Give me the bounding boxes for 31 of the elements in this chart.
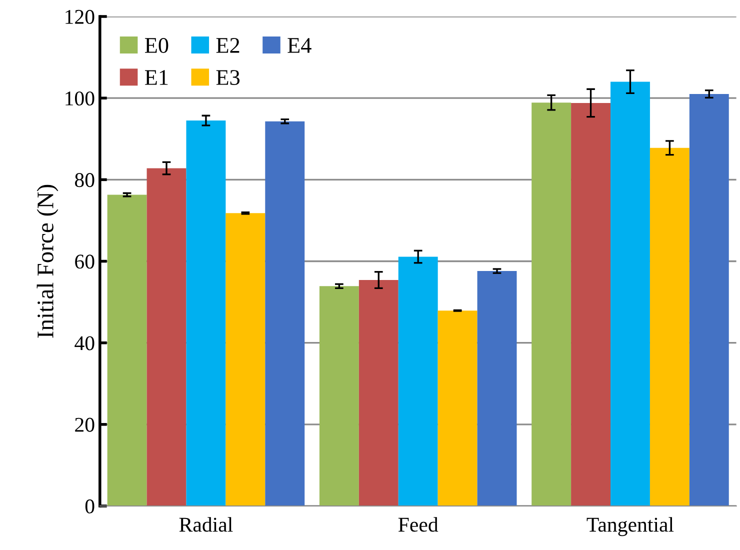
x-tick-label: Radial bbox=[179, 517, 233, 532]
y-tick-label: 20 bbox=[75, 418, 94, 432]
x-tick-label: Tangential bbox=[586, 517, 674, 536]
bar bbox=[186, 120, 226, 506]
legend-label: E2 bbox=[216, 38, 240, 53]
legend-label: E4 bbox=[288, 38, 312, 53]
bar bbox=[146, 168, 186, 506]
bar bbox=[107, 194, 147, 506]
y-tick-label: 40 bbox=[74, 336, 94, 350]
x-tick-label: Feed bbox=[398, 517, 438, 532]
y-tick-label: 100 bbox=[66, 91, 94, 106]
y-tick-label: 0 bbox=[85, 499, 94, 514]
bar bbox=[610, 82, 650, 506]
y-tick-label: 80 bbox=[75, 173, 94, 188]
y-axis-title: Initial Force (N) bbox=[36, 184, 58, 338]
bar bbox=[265, 121, 305, 506]
bar bbox=[398, 256, 438, 506]
y-tick-label: 60 bbox=[75, 254, 94, 269]
bar bbox=[319, 286, 359, 506]
bar bbox=[477, 271, 517, 506]
bar bbox=[689, 94, 729, 506]
legend-label: E0 bbox=[144, 38, 168, 53]
bar bbox=[532, 102, 572, 506]
bar bbox=[358, 280, 398, 506]
bar bbox=[438, 310, 478, 506]
legend-label: E3 bbox=[216, 70, 240, 86]
legend-label: E1 bbox=[144, 70, 168, 85]
bar bbox=[571, 102, 611, 506]
bar bbox=[650, 148, 690, 506]
y-tick-label: 120 bbox=[66, 10, 94, 24]
bar bbox=[226, 213, 266, 506]
